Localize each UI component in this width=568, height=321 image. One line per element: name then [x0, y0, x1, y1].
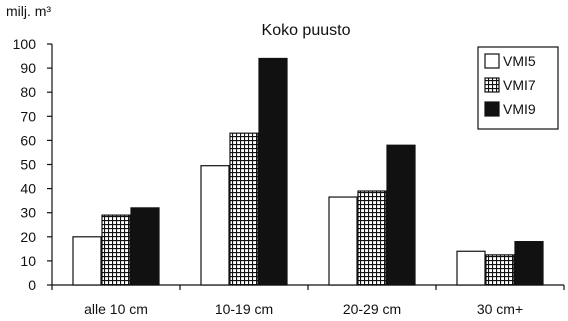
- y-tick-label: 0: [28, 277, 36, 293]
- x-tick-label: 30 cm+: [477, 301, 523, 317]
- legend-swatch-vmi5: [484, 53, 500, 69]
- y-tick-label: 100: [13, 36, 37, 52]
- x-tick-label: 20-29 cm: [343, 301, 401, 317]
- bar-vmi5-3: [328, 196, 358, 286]
- bar-vmi9-3: [386, 144, 416, 286]
- bar-vmi7-1: [101, 214, 131, 286]
- bar-vmi9-1: [130, 207, 160, 286]
- legend-label-vmi5: VMI5: [503, 53, 536, 69]
- y-tick-label: 90: [20, 60, 36, 76]
- y-tick-label: 50: [20, 157, 36, 173]
- bar-vmi7-3: [357, 190, 387, 286]
- bars: [72, 57, 544, 286]
- bar-vmi5-1: [72, 236, 102, 286]
- bar-vmi9-4: [514, 241, 544, 286]
- y-tick-label: 70: [20, 108, 36, 124]
- bar-vmi5-4: [456, 250, 486, 286]
- legend-swatch-vmi9: [484, 101, 500, 117]
- bar-vmi5-2: [200, 165, 230, 286]
- x-axis: alle 10 cm 10-19 cm 20-29 cm 30 cm+: [51, 284, 565, 317]
- x-tick-label: 10-19 cm: [215, 301, 273, 317]
- y-axis-label: milj. m³: [6, 3, 51, 19]
- y-tick-label: 20: [20, 229, 36, 245]
- legend-label-vmi7: VMI7: [503, 77, 536, 93]
- legend: VMI5 VMI7 VMI9: [477, 46, 559, 130]
- bar-vmi7-4: [485, 254, 515, 286]
- y-tick-label: 40: [20, 181, 36, 197]
- chart-title: Koko puusto: [262, 22, 351, 39]
- legend-swatch-vmi7: [484, 77, 500, 93]
- y-tick-label: 10: [20, 253, 36, 269]
- y-tick-label: 80: [20, 84, 36, 100]
- bar-vmi7-2: [229, 132, 259, 286]
- x-tick-label: alle 10 cm: [84, 301, 148, 317]
- y-tick-label: 60: [20, 132, 36, 148]
- bar-vmi9-2: [258, 57, 288, 286]
- y-tick-label: 30: [20, 205, 36, 221]
- legend-label-vmi9: VMI9: [503, 101, 536, 117]
- y-axis: 0 10 20 30 40 50 60 70 80 90 100: [13, 36, 53, 293]
